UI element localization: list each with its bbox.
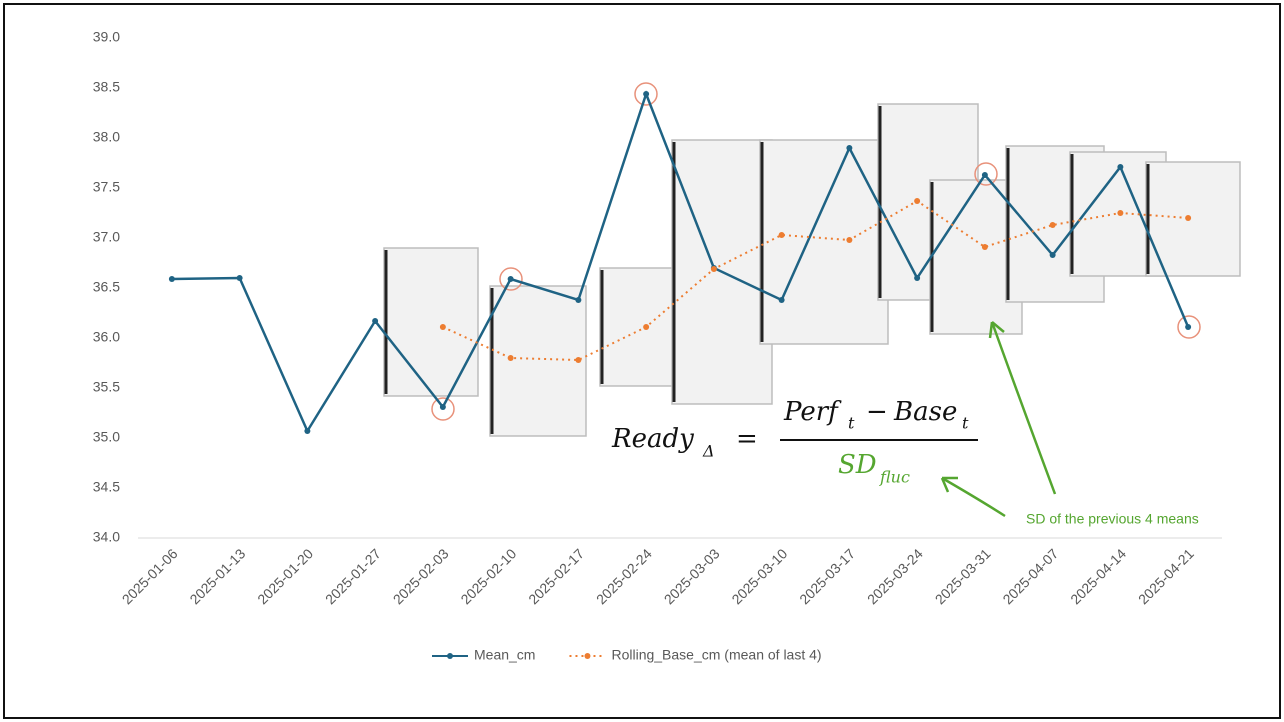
point: [508, 355, 514, 361]
point: [982, 244, 988, 250]
formula-den: SD: [838, 450, 877, 480]
point: [304, 428, 310, 434]
point: [1117, 164, 1123, 170]
formula-perf: Perf: [783, 397, 842, 427]
point: [914, 198, 920, 204]
point: [575, 357, 581, 363]
y-tick-label: 36.5: [93, 279, 120, 295]
formula-sub: t: [962, 414, 969, 433]
point: [440, 324, 446, 330]
point: [846, 145, 852, 151]
y-tick-label: 36.0: [93, 329, 120, 345]
point: [440, 404, 446, 410]
formula-eq: =: [736, 424, 758, 454]
point: [169, 276, 175, 282]
annotation: SD of the previous 4 means: [1026, 511, 1199, 527]
y-tick-label: 35.0: [93, 429, 120, 445]
formula-sub: t: [848, 414, 855, 433]
point: [1117, 210, 1123, 216]
point: [982, 172, 988, 178]
point: [237, 275, 243, 281]
point: [846, 237, 852, 243]
formula-lhs: Ready: [611, 424, 694, 454]
legend-marker: [584, 653, 590, 659]
point: [643, 91, 649, 97]
y-tick-label: 38.5: [93, 79, 120, 95]
formula-minus: −: [866, 397, 888, 427]
y-tick-label: 38.0: [93, 129, 120, 145]
legend-label: Rolling_Base_cm (mean of last 4): [611, 647, 821, 663]
point: [779, 297, 785, 303]
point: [1185, 324, 1191, 330]
y-tick-label: 39.0: [93, 29, 120, 45]
y-tick-label: 37.5: [93, 179, 120, 195]
point: [1050, 252, 1056, 258]
point: [779, 232, 785, 238]
point: [575, 297, 581, 303]
y-tick-label: 34.0: [93, 529, 120, 545]
legend-marker: [447, 653, 453, 659]
legend-label: Mean_cm: [474, 647, 535, 663]
point: [1050, 222, 1056, 228]
point: [711, 266, 717, 272]
point: [643, 324, 649, 330]
point: [372, 318, 378, 324]
formula-sub: fluc: [879, 468, 910, 487]
chart: Ready Δ = Perf t − Base t SD fluc SD of …: [0, 0, 1284, 722]
formula-sub: Δ: [702, 442, 715, 461]
y-tick-label: 34.5: [93, 479, 120, 495]
y-tick-label: 35.5: [93, 379, 120, 395]
y-tick-label: 37.0: [93, 229, 120, 245]
point: [914, 275, 920, 281]
point: [1185, 215, 1191, 221]
formula-base: Base: [893, 397, 957, 427]
point: [508, 276, 514, 282]
